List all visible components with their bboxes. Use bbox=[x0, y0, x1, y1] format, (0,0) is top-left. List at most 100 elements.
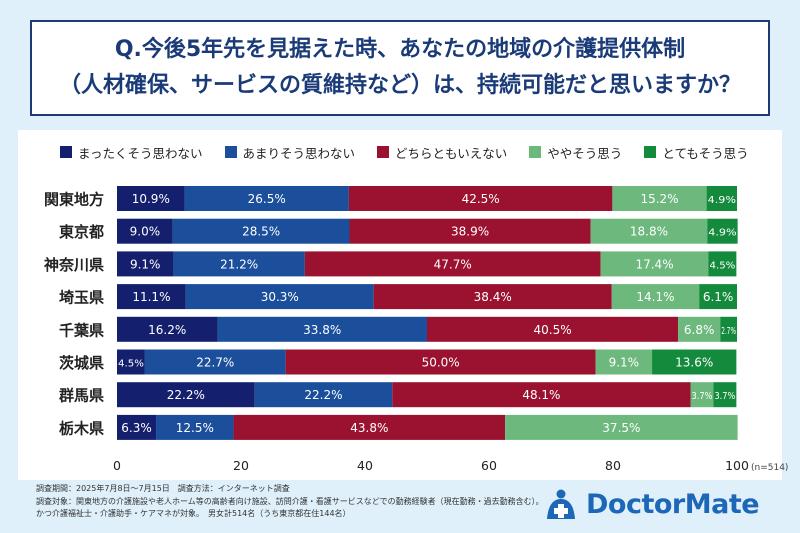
category-label: 千葉県 bbox=[59, 321, 104, 339]
data-label: 16.2% bbox=[148, 323, 186, 337]
data-label: 13.6% bbox=[675, 356, 713, 370]
bar-segment bbox=[612, 186, 707, 211]
data-label: 43.8% bbox=[350, 421, 388, 435]
title-line-1: Q.今後5年先を見据えた時、あなたの地域の介護提供体制 bbox=[114, 37, 686, 62]
data-label: 28.5% bbox=[242, 225, 280, 239]
legend-label: あまりそう思わない bbox=[242, 145, 356, 161]
legend-swatch bbox=[224, 146, 237, 158]
data-label: 50.0% bbox=[422, 356, 460, 370]
footnote-line-2: 調査対象：関東地方の介護施設や老人ホーム等の高齢者向け施設、訪問介護・看護サービ… bbox=[36, 496, 544, 506]
bar-segment bbox=[185, 284, 374, 310]
x-tick-label: 20 bbox=[233, 458, 249, 473]
data-label: 4.5% bbox=[118, 359, 144, 370]
category-label: 東京都 bbox=[59, 223, 104, 241]
bar-segment bbox=[117, 251, 174, 277]
bar-segment bbox=[392, 382, 691, 408]
data-label: 26.5% bbox=[248, 192, 286, 206]
bar-segment bbox=[706, 186, 737, 211]
bar-segment bbox=[505, 414, 738, 440]
data-label: 10.9% bbox=[132, 192, 170, 206]
legend-item: ややそう思う bbox=[529, 143, 622, 162]
data-label: 40.5% bbox=[533, 323, 571, 337]
bar-segment bbox=[156, 414, 234, 440]
data-label: 21.2% bbox=[220, 257, 258, 271]
bar-segment bbox=[172, 218, 350, 244]
legend-item: どちらともいえない bbox=[377, 143, 507, 162]
data-label: 9.1% bbox=[130, 257, 161, 271]
sample-size-note: (n=514) bbox=[751, 463, 788, 473]
bar-segment bbox=[117, 186, 185, 211]
bar-segment bbox=[690, 382, 714, 408]
data-label: 42.5% bbox=[462, 192, 500, 206]
data-label: 2.7% bbox=[721, 326, 736, 337]
bar-segment bbox=[117, 316, 218, 342]
x-tick-label: 100 bbox=[725, 458, 749, 473]
data-label: 3.7% bbox=[714, 391, 735, 402]
logo-mark-icon bbox=[547, 489, 575, 519]
data-label: 9.1% bbox=[609, 356, 640, 370]
bar-segment bbox=[595, 349, 653, 375]
data-label: 22.2% bbox=[167, 388, 205, 402]
data-label: 6.8% bbox=[684, 323, 715, 337]
legend-label: まったくそう思わない bbox=[78, 145, 203, 161]
legend-label: ややそう思う bbox=[547, 145, 623, 161]
survey-footnote: 調査期間：2025年7月8日〜7月15日 調査方法：インターネット調査 調査対象… bbox=[36, 483, 556, 521]
chart-title-box: Q.今後5年先を見据えた時、あなたの地域の介護提供体制 （人材確保、サービスの質… bbox=[30, 20, 770, 116]
x-tick-label: 80 bbox=[605, 458, 621, 473]
data-label: 37.5% bbox=[602, 421, 640, 435]
data-label: 18.8% bbox=[630, 225, 668, 239]
bar-segment bbox=[348, 186, 613, 211]
bar-segment bbox=[117, 218, 173, 244]
bar-segment bbox=[117, 349, 145, 375]
bar-segment bbox=[117, 414, 157, 440]
bar-segment bbox=[285, 349, 596, 375]
category-label: 群馬県 bbox=[59, 387, 104, 405]
data-label: 22.2% bbox=[304, 388, 342, 402]
data-label: 38.9% bbox=[451, 225, 489, 239]
legend-swatch bbox=[377, 146, 390, 158]
category-label: 埼玉県 bbox=[59, 289, 104, 307]
bar-segment bbox=[144, 349, 286, 375]
bar-segment bbox=[349, 218, 591, 244]
bar-segment bbox=[720, 316, 737, 342]
bar-segment bbox=[254, 382, 393, 408]
category-label: 栃木県 bbox=[59, 419, 104, 437]
footnote-line-3: かつ介護福祉士・介護助手・ケアマネが対象。 男女計514名（うち東京都在住144… bbox=[36, 509, 351, 518]
bar-segment bbox=[678, 316, 721, 342]
chart-legend: まったくそう思わない あまりそう思わない どちらともいえない ややそう思う とて… bbox=[60, 142, 749, 162]
data-label: 17.4% bbox=[635, 257, 673, 271]
category-label: 関東地方 bbox=[44, 191, 104, 209]
bar-segment bbox=[427, 316, 679, 342]
legend-item: まったくそう思わない bbox=[60, 143, 203, 162]
data-label: 22.7% bbox=[196, 356, 234, 370]
data-label: 4.9% bbox=[708, 195, 736, 206]
legend-swatch bbox=[60, 146, 72, 158]
data-label: 11.1% bbox=[132, 290, 170, 304]
bar-segment bbox=[233, 414, 506, 440]
bar-segment bbox=[707, 218, 738, 244]
data-label: 6.1% bbox=[703, 290, 734, 304]
bar-segment bbox=[184, 186, 349, 211]
legend-item: とてもそう思う bbox=[644, 143, 749, 162]
data-label: 4.5% bbox=[709, 260, 735, 271]
category-label: 茨城県 bbox=[59, 354, 104, 372]
bar-segment bbox=[590, 218, 708, 244]
bar-segment bbox=[373, 284, 612, 310]
title-line-2: （人材確保、サービスの質維持など）は、持続可能だと思いますか？ bbox=[58, 73, 741, 98]
category-label: 神奈川県 bbox=[44, 256, 104, 274]
bar-segment bbox=[708, 251, 737, 277]
data-label: 33.8% bbox=[303, 323, 341, 337]
legend-label: どちらともいえない bbox=[395, 145, 508, 161]
logo-text: DoctorMate bbox=[586, 488, 760, 520]
bar-segment bbox=[173, 251, 305, 277]
bar-segment bbox=[304, 251, 601, 277]
x-tick-label: 0 bbox=[113, 458, 121, 473]
bar-segment bbox=[699, 284, 737, 310]
bar-segment bbox=[117, 284, 186, 310]
legend-item: あまりそう思わない bbox=[224, 143, 356, 162]
doctormate-logo: DoctorMate bbox=[544, 486, 760, 522]
data-label: 4.9% bbox=[708, 228, 736, 239]
data-label: 14.1% bbox=[636, 290, 674, 304]
bar-segment bbox=[600, 251, 709, 277]
